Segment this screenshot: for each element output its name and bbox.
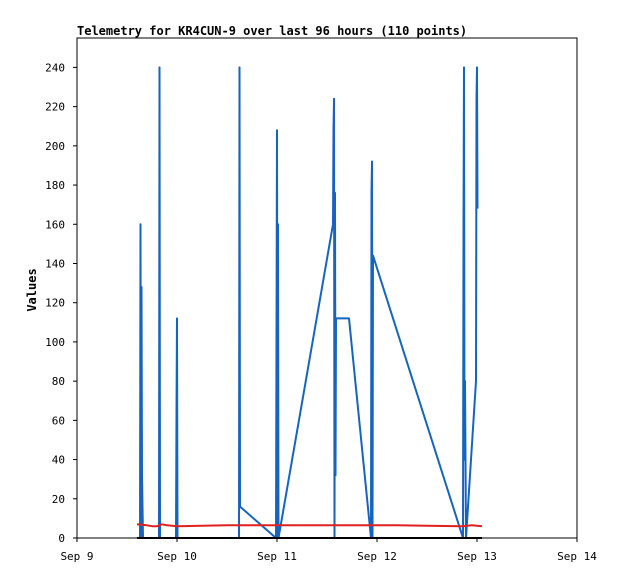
y-axis-title: Values xyxy=(25,268,39,311)
y-tick-label: 60 xyxy=(52,414,65,427)
x-tick-label: Sep 13 xyxy=(457,550,497,563)
y-tick-label: 220 xyxy=(45,101,65,114)
y-tick-label: 240 xyxy=(45,61,65,74)
y-tick-label: 40 xyxy=(52,454,65,467)
y-tick-label: 120 xyxy=(45,297,65,310)
y-tick-label: 160 xyxy=(45,218,65,231)
series-line-2 xyxy=(136,523,483,528)
x-tick-label: Sep 9 xyxy=(60,550,93,563)
x-tick-label: Sep 14 xyxy=(557,550,597,563)
chart-title: Telemetry for KR4CUN-9 over last 96 hour… xyxy=(77,24,467,38)
x-axis: Sep 9 Sep 10 Sep 11 Sep 12 Sep 13 Sep 14 xyxy=(60,538,597,563)
plot-area xyxy=(76,37,578,539)
x-tick-label: Sep 10 xyxy=(157,550,197,563)
y-tick-label: 100 xyxy=(45,336,65,349)
y-tick-label: 180 xyxy=(45,179,65,192)
y-tick-label: 0 xyxy=(58,532,65,545)
x-tick-label: Sep 12 xyxy=(357,550,397,563)
x-tick-label: Sep 11 xyxy=(257,550,297,563)
y-tick-label: 200 xyxy=(45,140,65,153)
y-axis: 0 20 40 60 80 100 120 140 160 180 200 220 240 xyxy=(45,61,77,545)
y-tick-label: 140 xyxy=(45,257,65,270)
y-tick-label: 80 xyxy=(52,375,65,388)
series-layer xyxy=(136,66,483,539)
series-line-1 xyxy=(139,66,479,539)
y-tick-label: 20 xyxy=(52,493,65,506)
